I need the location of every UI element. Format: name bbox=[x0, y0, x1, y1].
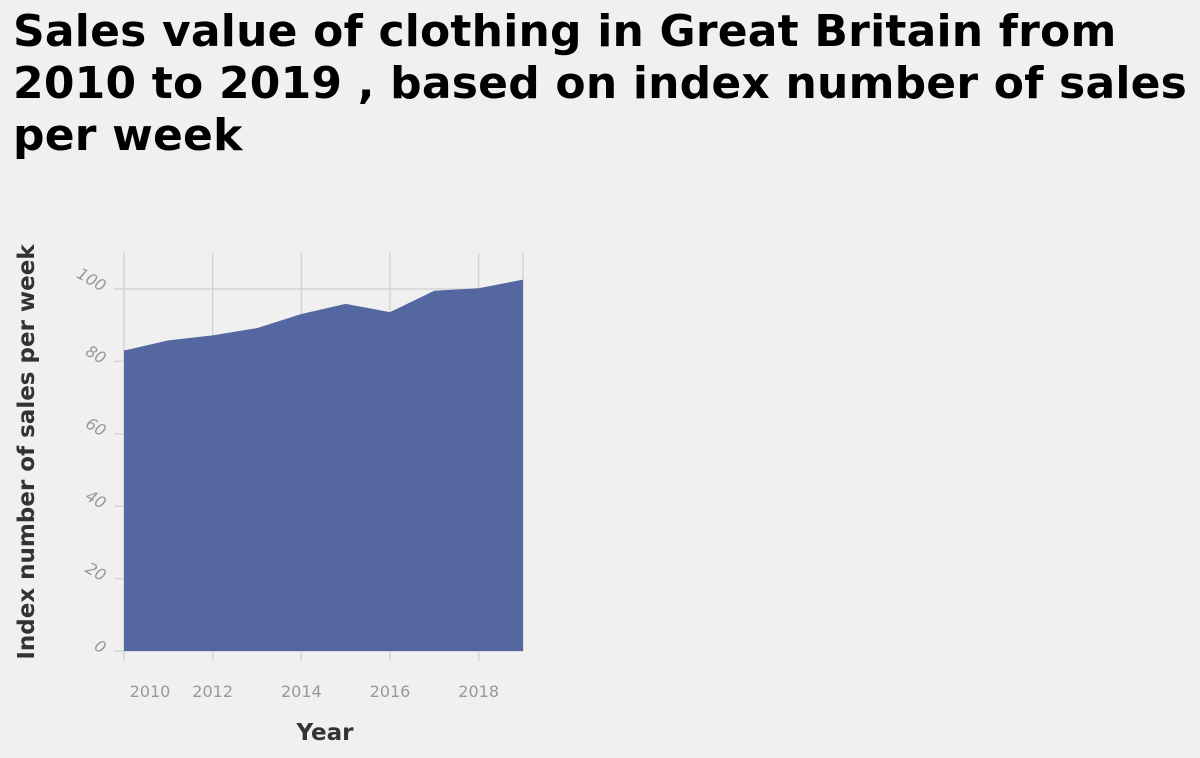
x-tick-label: 2012 bbox=[192, 682, 233, 701]
y-tick-label: 40 bbox=[82, 486, 109, 513]
y-tick-label: 80 bbox=[82, 341, 109, 368]
y-tick-label: 60 bbox=[82, 414, 109, 441]
x-axis-label: Year bbox=[296, 720, 354, 746]
area-layer bbox=[123, 279, 524, 651]
chart-title: Sales value of clothing in Great Britain… bbox=[13, 6, 1188, 161]
x-tick-label: 2018 bbox=[458, 682, 499, 701]
x-tick-label: 2010 bbox=[130, 682, 171, 701]
y-axis-label: Index number of sales per week bbox=[14, 244, 40, 660]
x-tick-label: 2014 bbox=[281, 682, 322, 701]
y-tick-label: 100 bbox=[74, 264, 110, 296]
y-tick-label: 20 bbox=[82, 558, 109, 585]
y-tick-label: 0 bbox=[91, 636, 109, 658]
x-tick-label: 2016 bbox=[370, 682, 411, 701]
series-area bbox=[124, 279, 523, 651]
